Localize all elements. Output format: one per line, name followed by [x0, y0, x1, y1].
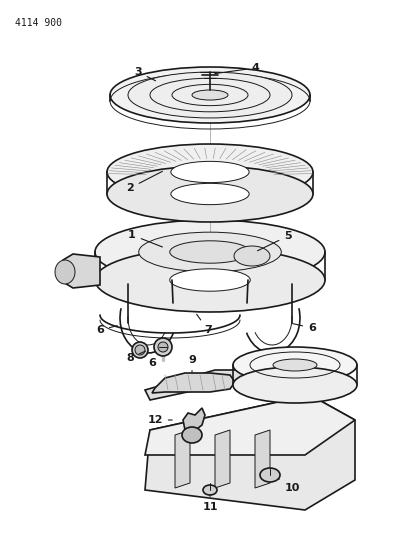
Text: 10: 10 [278, 479, 300, 493]
Ellipse shape [273, 359, 317, 371]
Polygon shape [175, 430, 190, 488]
Ellipse shape [158, 342, 168, 352]
Polygon shape [145, 355, 310, 400]
Polygon shape [145, 395, 355, 455]
Ellipse shape [55, 260, 75, 284]
Ellipse shape [107, 166, 313, 222]
Text: 6: 6 [293, 323, 316, 333]
Ellipse shape [233, 367, 357, 403]
Text: 4114 900: 4114 900 [15, 18, 62, 28]
Text: 5: 5 [257, 231, 292, 251]
Text: 9: 9 [188, 355, 196, 372]
Ellipse shape [182, 427, 202, 443]
Text: 3: 3 [134, 67, 155, 81]
Polygon shape [59, 254, 100, 288]
Ellipse shape [110, 67, 310, 123]
Text: 6: 6 [96, 325, 118, 335]
Ellipse shape [260, 468, 280, 482]
Ellipse shape [234, 246, 270, 266]
Ellipse shape [192, 90, 228, 100]
Ellipse shape [233, 347, 357, 383]
Text: 8: 8 [126, 351, 146, 363]
Text: 2: 2 [126, 171, 162, 193]
Ellipse shape [107, 144, 313, 200]
Polygon shape [145, 395, 355, 510]
Ellipse shape [170, 241, 250, 263]
Ellipse shape [139, 232, 281, 272]
Polygon shape [152, 373, 235, 393]
Text: 12: 12 [147, 415, 172, 425]
Ellipse shape [128, 72, 292, 118]
Ellipse shape [135, 345, 145, 355]
Ellipse shape [154, 338, 172, 356]
Polygon shape [215, 430, 230, 488]
Polygon shape [255, 430, 270, 488]
Text: 7: 7 [197, 314, 212, 335]
Text: 11: 11 [202, 495, 218, 512]
Ellipse shape [203, 485, 217, 495]
Ellipse shape [132, 342, 148, 358]
Text: 6: 6 [148, 358, 156, 368]
Ellipse shape [95, 248, 325, 312]
Polygon shape [183, 408, 205, 432]
Ellipse shape [170, 269, 250, 291]
Text: 4: 4 [215, 63, 259, 74]
Text: 1: 1 [128, 230, 162, 247]
Ellipse shape [171, 183, 249, 205]
Ellipse shape [171, 161, 249, 183]
Ellipse shape [95, 220, 325, 284]
